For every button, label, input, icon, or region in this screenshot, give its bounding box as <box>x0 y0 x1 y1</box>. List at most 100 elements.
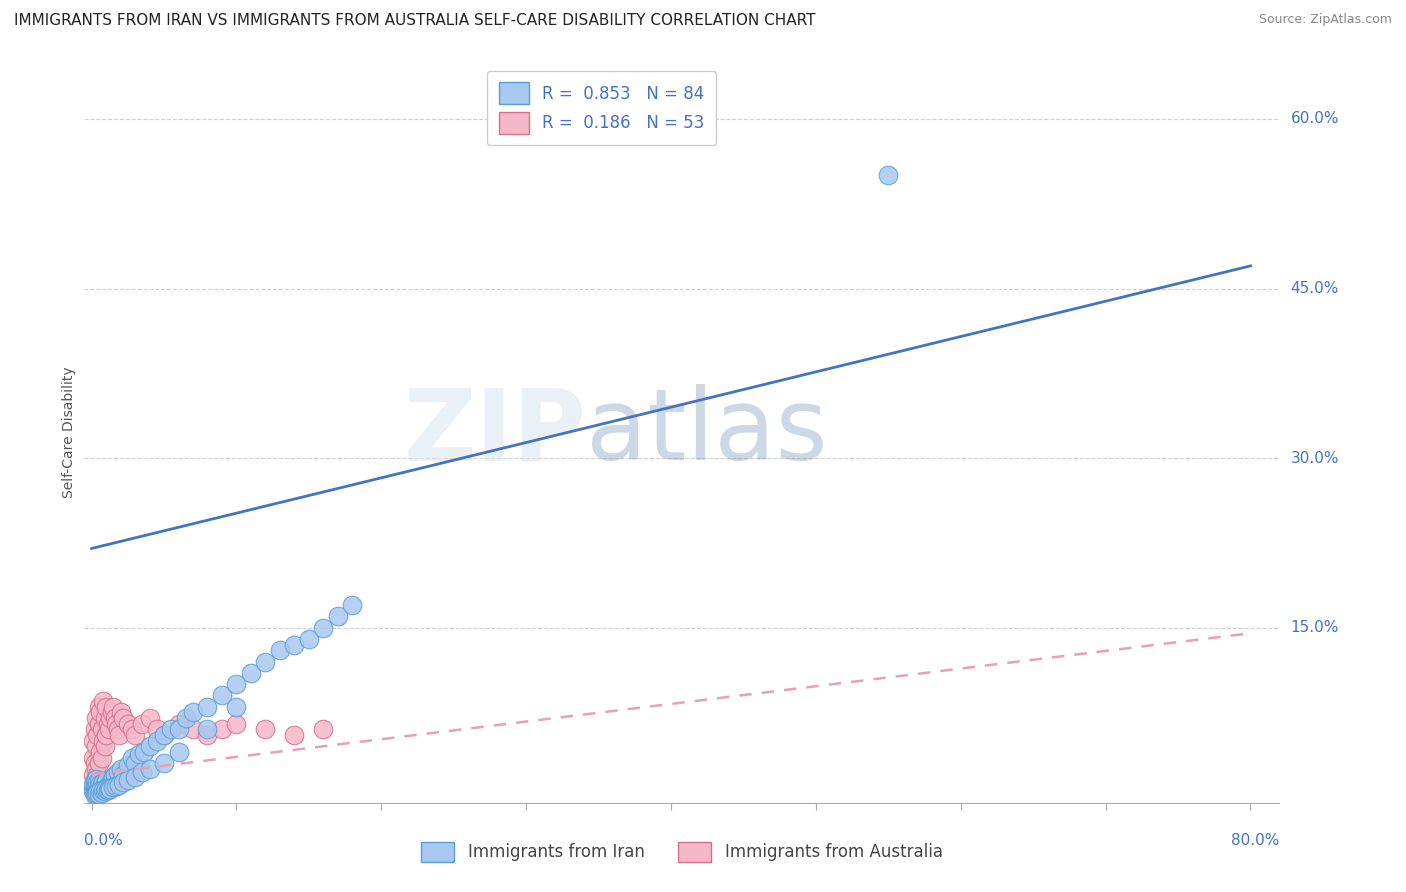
Text: 30.0%: 30.0% <box>1291 450 1339 466</box>
Point <box>93 739 115 754</box>
Point <box>225 716 247 731</box>
Point <box>94 782 117 797</box>
Point <box>110 762 132 776</box>
Point <box>174 711 197 725</box>
Point <box>87 774 110 789</box>
Point <box>83 776 105 790</box>
Point <box>117 773 139 788</box>
Point <box>91 782 114 797</box>
Text: IMMIGRANTS FROM IRAN VS IMMIGRANTS FROM AUSTRALIA SELF-CARE DISABILITY CORRELATI: IMMIGRANTS FROM IRAN VS IMMIGRANTS FROM … <box>14 13 815 29</box>
Point <box>86 784 108 798</box>
Point <box>82 776 104 790</box>
Point <box>86 767 108 781</box>
Point <box>312 621 335 635</box>
Point <box>83 783 105 797</box>
Point <box>138 711 160 725</box>
Point <box>82 784 104 798</box>
Point <box>153 756 176 771</box>
Point <box>254 655 277 669</box>
Point <box>90 778 112 792</box>
Point <box>93 783 115 797</box>
Point <box>94 781 117 796</box>
Point <box>112 711 135 725</box>
Point <box>84 782 107 797</box>
Point <box>138 739 160 754</box>
Point <box>84 787 107 801</box>
Point <box>181 723 204 737</box>
Point <box>82 781 104 796</box>
Point <box>131 765 153 780</box>
Point <box>89 706 111 720</box>
Point <box>197 723 219 737</box>
Point <box>131 716 153 731</box>
Point <box>96 779 118 793</box>
Point <box>211 723 233 737</box>
Point <box>86 780 108 794</box>
Point <box>86 775 108 789</box>
Point <box>104 711 127 725</box>
Point <box>91 783 114 797</box>
Point <box>90 784 112 798</box>
Point <box>105 779 128 793</box>
Point <box>100 782 122 797</box>
Point <box>110 706 132 720</box>
Point <box>160 723 183 737</box>
Point <box>98 723 121 737</box>
Point <box>83 779 105 793</box>
Point <box>84 762 107 776</box>
Point <box>124 756 146 771</box>
Point <box>108 778 131 792</box>
Point <box>181 706 204 720</box>
Point <box>167 723 190 737</box>
Point <box>91 694 114 708</box>
Point <box>124 770 146 784</box>
Point <box>283 728 305 742</box>
Point <box>312 723 335 737</box>
Point <box>104 767 127 781</box>
Point <box>254 723 277 737</box>
Point <box>197 728 219 742</box>
Point <box>103 780 125 794</box>
Point <box>86 786 108 800</box>
Point <box>101 773 124 788</box>
Y-axis label: Self-Care Disability: Self-Care Disability <box>62 367 76 499</box>
Point <box>84 739 107 754</box>
Point <box>107 765 129 780</box>
Point <box>91 775 114 789</box>
Point <box>211 689 233 703</box>
Point <box>87 716 110 731</box>
Point <box>138 762 160 776</box>
Point <box>112 767 135 781</box>
Point <box>82 779 104 793</box>
Text: 15.0%: 15.0% <box>1291 620 1339 635</box>
Text: 45.0%: 45.0% <box>1291 281 1339 296</box>
Point <box>96 716 118 731</box>
Point <box>90 786 112 800</box>
Point <box>83 723 105 737</box>
Text: ZIP: ZIP <box>404 384 586 481</box>
Point <box>153 728 176 742</box>
Point <box>87 699 110 714</box>
Text: 0.0%: 0.0% <box>84 833 124 848</box>
Point <box>117 716 139 731</box>
Point <box>124 728 146 742</box>
Point <box>283 638 305 652</box>
Point <box>101 706 124 720</box>
Point <box>239 665 262 680</box>
Point <box>132 745 155 759</box>
Point <box>83 787 105 801</box>
Point <box>98 780 121 794</box>
Legend: Immigrants from Iran, Immigrants from Australia: Immigrants from Iran, Immigrants from Au… <box>415 835 949 869</box>
Point <box>83 788 105 802</box>
Point <box>90 723 112 737</box>
Point <box>96 783 118 797</box>
Point <box>82 750 104 764</box>
Point <box>89 745 111 759</box>
Point <box>86 728 108 742</box>
Point <box>326 609 349 624</box>
Point <box>94 728 117 742</box>
Point <box>84 772 107 786</box>
Point <box>100 711 122 725</box>
Point <box>87 787 110 801</box>
Point <box>84 773 107 788</box>
